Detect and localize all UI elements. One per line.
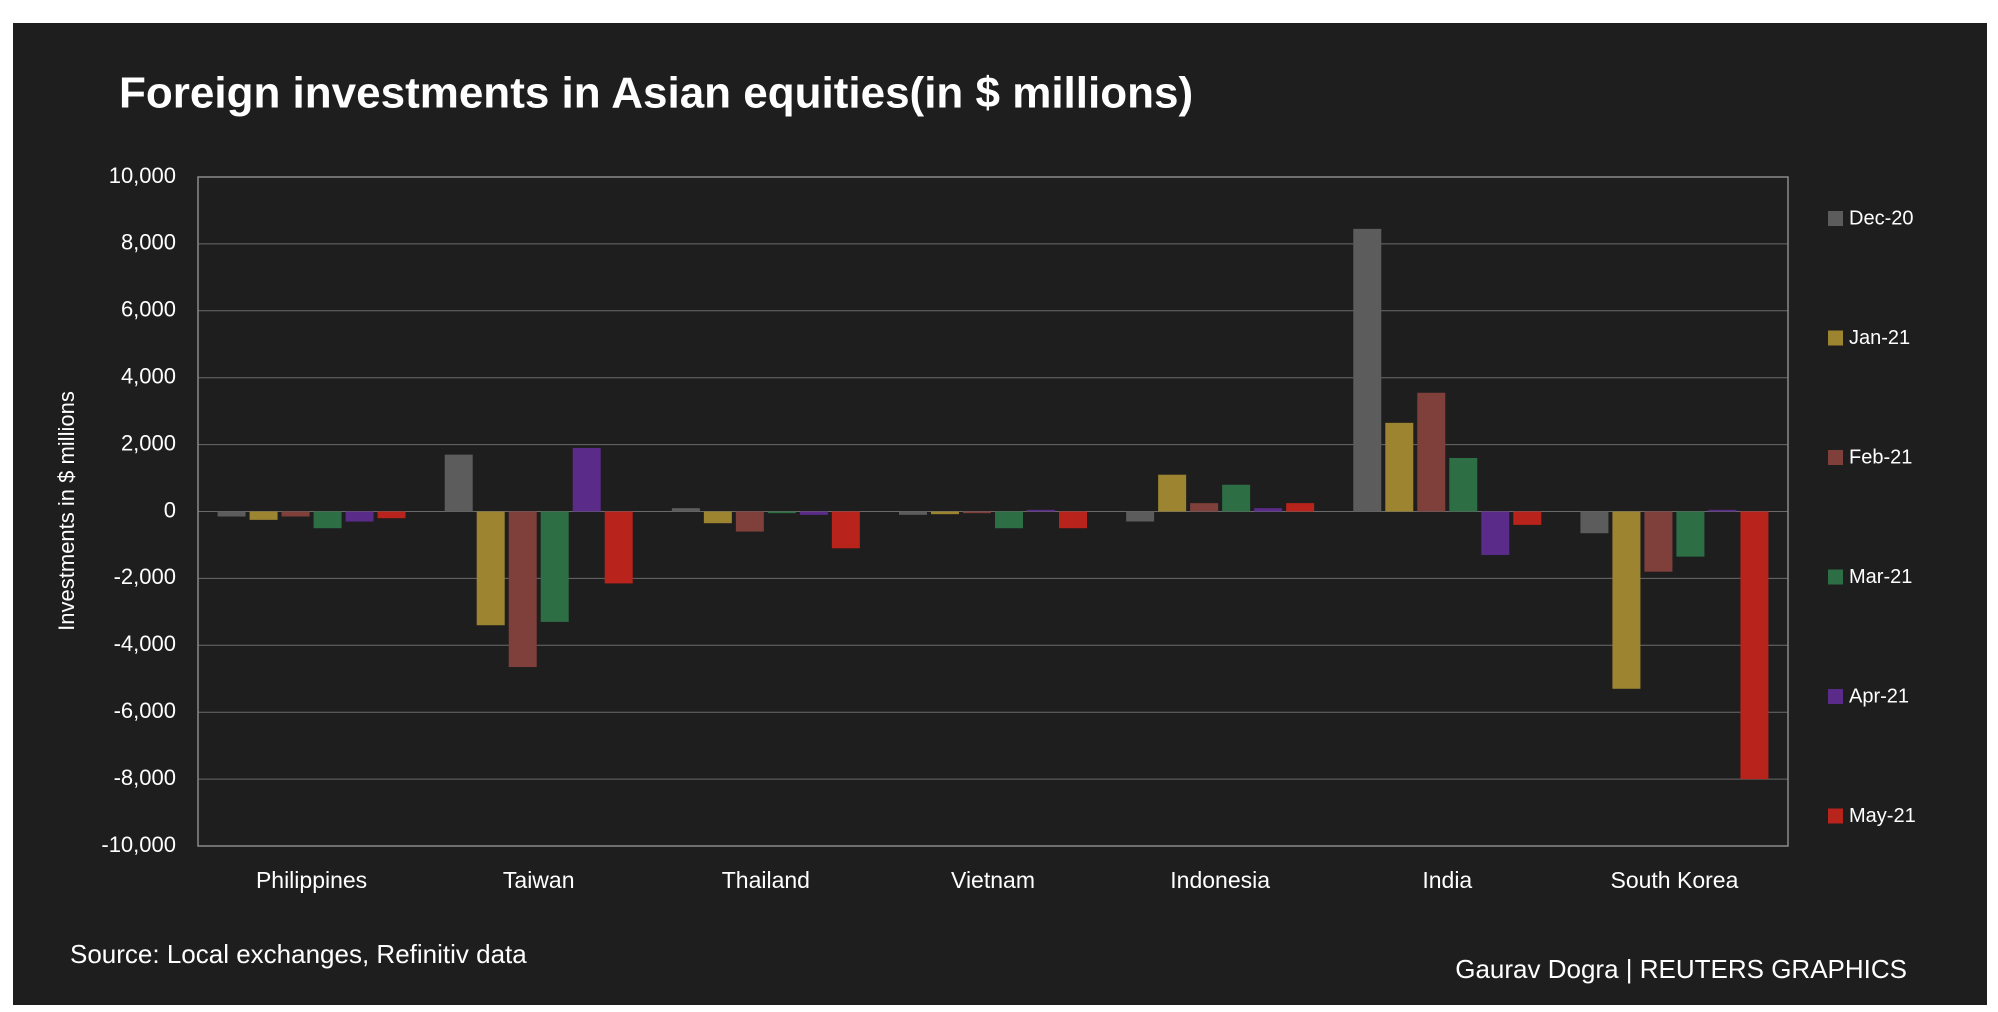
bar: [1417, 392, 1446, 512]
legend-label: May-21: [1849, 805, 1916, 827]
bar: [345, 511, 374, 522]
bar: [249, 511, 278, 520]
bar: [1286, 503, 1315, 512]
bar: [1027, 509, 1055, 512]
bar: [604, 511, 633, 584]
bar: [1353, 228, 1382, 512]
bar: [377, 511, 406, 519]
bar: [1449, 457, 1478, 512]
y-tick-label: 8,000: [121, 230, 176, 255]
y-tick-label: 4,000: [121, 364, 176, 389]
bar: [1254, 508, 1283, 512]
x-tick-label: Indonesia: [1170, 867, 1270, 893]
y-tick-label: -6,000: [114, 698, 176, 723]
y-tick-label: -4,000: [114, 631, 176, 656]
x-tick-label: Taiwan: [503, 867, 575, 893]
legend-label: Apr-21: [1849, 685, 1909, 707]
bar: [1158, 474, 1187, 512]
x-tick-label: Vietnam: [951, 867, 1035, 893]
legend-swatch: [1828, 689, 1843, 704]
plot-frame: [197, 176, 1789, 847]
y-tick-label: -10,000: [101, 832, 176, 857]
bar: [281, 511, 310, 517]
bar: [1580, 511, 1609, 534]
legend-swatch: [1828, 330, 1843, 346]
bar: [1644, 511, 1673, 572]
bar: [217, 511, 246, 517]
bar: [995, 511, 1023, 529]
credit: Gaurav Dogra | REUTERS GRAPHICS: [1455, 954, 1907, 984]
bar: [735, 511, 764, 532]
legend-swatch: [1828, 808, 1843, 824]
bar: [1059, 511, 1087, 529]
legend-label: Dec-20: [1849, 207, 1913, 229]
bar: [1740, 511, 1769, 780]
bar: [540, 511, 569, 622]
bar: [1513, 511, 1542, 525]
y-tick-label: -8,000: [114, 765, 176, 790]
y-tick-label: 10,000: [109, 163, 176, 188]
chart-title: Foreign investments in Asian equities(in…: [119, 69, 1193, 118]
bar: [1385, 422, 1414, 512]
bar: [572, 447, 601, 512]
y-tick-label: 0: [164, 497, 176, 522]
bar: [899, 511, 927, 515]
bar: [671, 508, 700, 512]
bar: [963, 511, 991, 514]
bar: [1481, 511, 1510, 555]
bar: [1222, 484, 1251, 512]
bar: [1126, 511, 1155, 522]
legend-label: Jan-21: [1849, 327, 1910, 349]
y-tick-label: -2,000: [114, 564, 176, 589]
x-tick-label: South Korea: [1610, 867, 1738, 893]
bar: [313, 511, 342, 529]
bar: [476, 511, 505, 626]
bar: [831, 511, 860, 549]
bar: [799, 511, 828, 515]
x-tick-label: Thailand: [722, 867, 810, 893]
bar: [444, 454, 473, 512]
bar: [1190, 503, 1219, 512]
legend-swatch: [1828, 211, 1843, 226]
bar: [1612, 511, 1641, 689]
y-tick-label: 2,000: [121, 430, 176, 455]
bar: [508, 511, 537, 668]
bar: [703, 511, 732, 524]
legend-label: Feb-21: [1849, 446, 1912, 468]
legend-swatch: [1828, 450, 1843, 465]
bar: [1708, 509, 1737, 512]
legend-swatch: [1828, 569, 1843, 585]
x-tick-label: India: [1422, 867, 1472, 893]
x-tick-label: Philippines: [256, 867, 367, 893]
bar: [1676, 511, 1705, 557]
y-tick-label: 6,000: [121, 297, 176, 322]
source: Source: Local exchanges, Refinitiv data: [70, 939, 527, 969]
bar: [931, 511, 959, 515]
bar: [767, 511, 796, 514]
y-axis-label: Investments in $ millions: [54, 391, 79, 631]
legend-label: Mar-21: [1849, 566, 1912, 588]
